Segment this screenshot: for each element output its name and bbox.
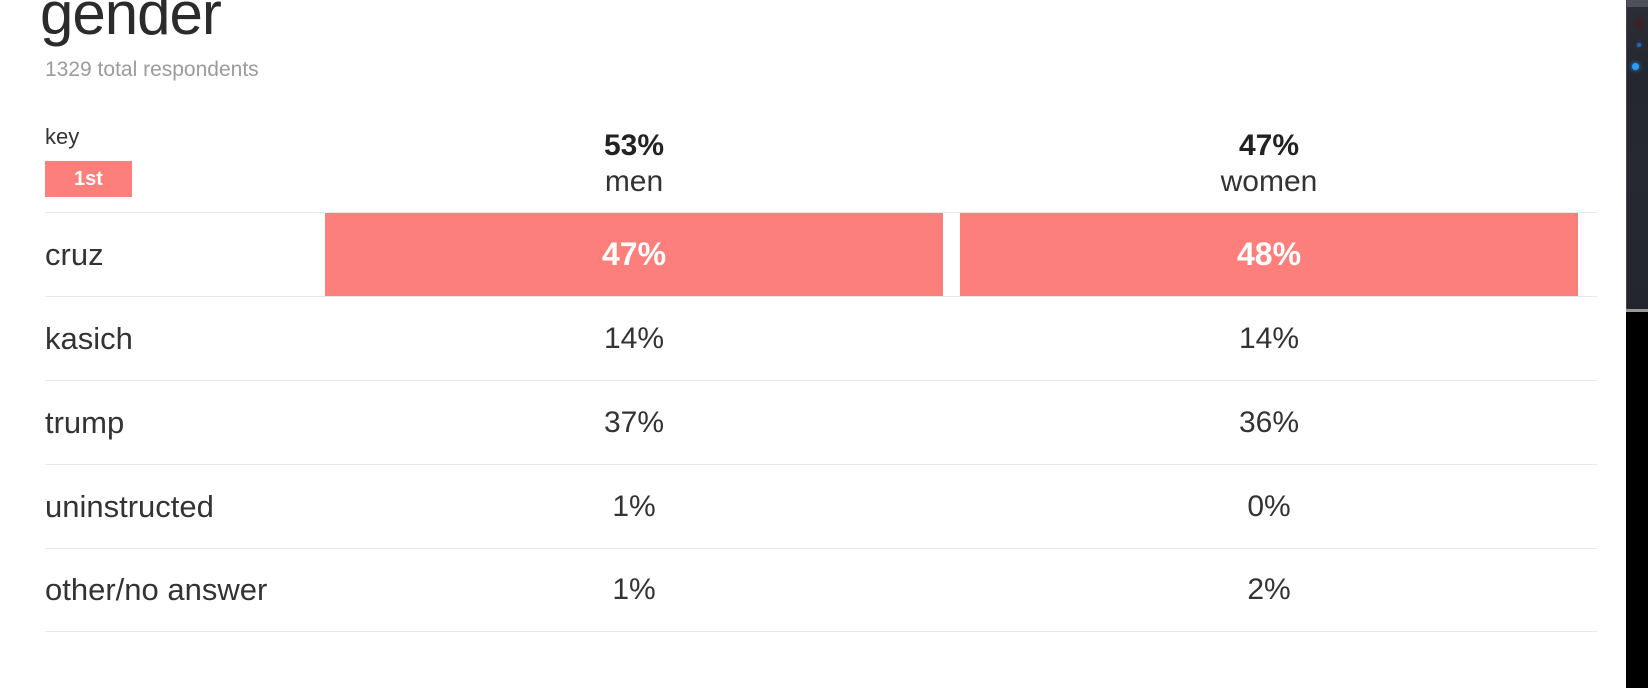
table-header-row: key 1st 53% men 47% women: [45, 82, 1597, 212]
column-header-women: 47% women: [960, 128, 1578, 200]
adjacent-window-edge: [1626, 0, 1648, 688]
window-top-cap: [1627, 0, 1648, 7]
right-pad: [1578, 549, 1597, 631]
women-value-cell: 36%: [1238, 405, 1300, 439]
first-place-badge: 1st: [45, 161, 132, 197]
row-label: cruz: [45, 236, 104, 272]
maroon-smudge: [1634, 18, 1644, 30]
women-value-cell: 2%: [1247, 573, 1291, 606]
women-value-cell: 48%: [960, 213, 1578, 296]
women-share: 47%: [1238, 129, 1300, 162]
divider-line: [1626, 309, 1648, 312]
winner-bar-men: 47%: [325, 213, 943, 296]
dark-window-area: [1626, 0, 1648, 311]
table-row-uninstructed: uninstructed 1% 0%: [45, 464, 1597, 548]
row-label: kasich: [45, 320, 133, 356]
key-label: key: [45, 124, 80, 149]
bar-gap: [943, 381, 960, 464]
right-pad: [1578, 297, 1597, 380]
winner-bar-women: 48%: [960, 213, 1578, 296]
legend-key: key 1st: [45, 126, 325, 212]
right-pad: [1578, 213, 1597, 296]
men-share: 53%: [603, 129, 665, 162]
poll-results-panel: gender 1329 total respondents key 1st 53…: [40, 0, 1597, 632]
table-row-other: other/no answer 1% 2%: [45, 548, 1597, 632]
column-header-men: 53% men: [325, 128, 943, 200]
right-pad: [1578, 465, 1597, 548]
bar-gap: [943, 549, 960, 631]
table-row-kasich: kasich 14% 14%: [45, 296, 1597, 380]
blue-dot-small: [1637, 43, 1641, 47]
men-value-cell: 1%: [612, 573, 656, 606]
blue-dot-large: [1632, 63, 1639, 70]
bar-gap: [943, 213, 960, 296]
row-label: other/no answer: [45, 572, 268, 607]
bar-gap: [943, 465, 960, 548]
men-value-cell: 14%: [603, 321, 665, 355]
black-area: [1626, 312, 1648, 688]
men-label: men: [604, 165, 664, 198]
table-row-trump: trump 37% 36%: [45, 380, 1597, 464]
bar-gap: [943, 297, 960, 380]
women-value-cell: 0%: [1247, 489, 1291, 523]
men-value-cell: 37%: [603, 405, 665, 439]
table-row-cruz: cruz 47% 48%: [45, 212, 1597, 296]
men-value-cell: 1%: [612, 489, 656, 523]
right-pad: [1578, 381, 1597, 464]
row-label: uninstructed: [45, 488, 214, 524]
women-value-cell: 14%: [1238, 321, 1300, 355]
men-value-cell: 47%: [325, 213, 943, 296]
respondents-subtitle: 1329 total respondents: [45, 58, 259, 81]
page-title: gender: [40, 0, 222, 47]
row-label: trump: [45, 404, 125, 440]
women-label: women: [1220, 165, 1318, 198]
